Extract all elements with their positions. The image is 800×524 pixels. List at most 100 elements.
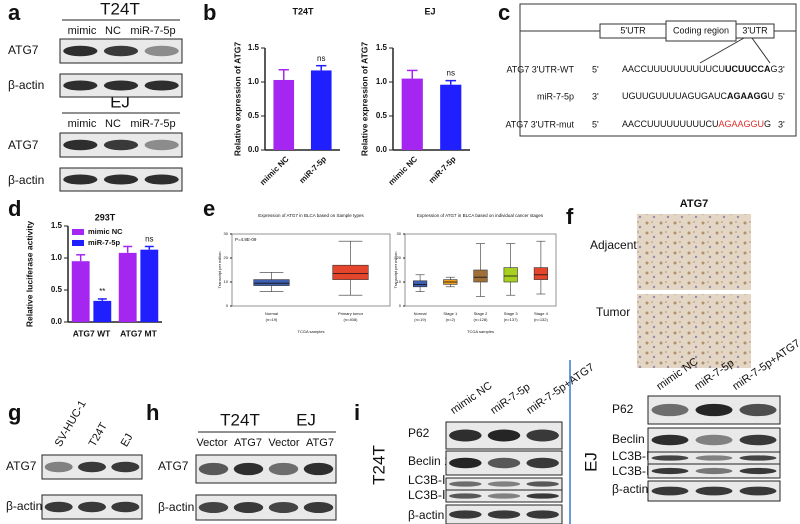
sequence: AACCUUUUUUUUUUCUUCUUCCAG — [622, 64, 778, 74]
tissue-image — [637, 294, 751, 368]
sequence-name: ATG7 3'UTR-WT — [506, 64, 574, 74]
band — [44, 461, 73, 473]
panel-letter: a — [8, 0, 21, 25]
lane-label: ATG7 — [234, 437, 262, 449]
sequence-end: 3' — [778, 119, 785, 129]
panel-letter: b — [203, 0, 216, 25]
band — [651, 486, 689, 496]
x-tick-count: (n=137) — [504, 317, 519, 322]
sequence: UGUUGUUUUAGUGAUCAGAAGGU — [622, 91, 774, 101]
band — [268, 462, 299, 476]
y-tick-label: 1.0 — [376, 77, 388, 86]
band — [63, 45, 98, 57]
lane-label: ATG7 — [306, 437, 334, 449]
chart-title: EJ — [424, 6, 435, 16]
lane-label: miR-7-5p — [489, 381, 533, 417]
legend-label: mimic NC — [88, 227, 123, 236]
y-tick-label: 1.5 — [51, 221, 63, 230]
box — [413, 280, 428, 288]
x-axis-label: TCGA samples — [298, 329, 325, 334]
sequence-name: miR-7-5p — [537, 91, 574, 101]
band — [103, 45, 139, 57]
row-label: β-actin — [8, 173, 44, 187]
panel-letter: d — [8, 196, 21, 221]
x-tick-label: miR-7-5p — [298, 154, 329, 185]
sequence-end: 3' — [778, 64, 785, 74]
lane-label: Vector — [196, 437, 228, 449]
chart-title: Expression of ATG7 in BLCA based on Samp… — [258, 213, 364, 218]
band — [233, 462, 264, 476]
row-label: P62 — [612, 402, 634, 416]
band — [103, 80, 139, 91]
lane-label: T24T — [87, 420, 110, 448]
band — [651, 467, 689, 475]
band — [233, 502, 264, 513]
x-tick-label: mimic NC — [258, 154, 291, 187]
panel-letter: g — [8, 400, 21, 425]
band — [695, 403, 733, 417]
band — [487, 429, 521, 442]
lane-label: NC — [105, 118, 121, 130]
x-tick-label: ATG7 MT — [120, 328, 157, 338]
y-tick-label: 0 — [226, 303, 229, 308]
x-tick-count: (n=19) — [266, 317, 278, 322]
lane-label: NC — [105, 25, 121, 37]
sequence-end: 5' — [592, 119, 599, 129]
x-tick-label: mimic NC — [387, 154, 420, 187]
mutated-site: AGAAGGU — [719, 119, 765, 129]
band — [144, 174, 179, 185]
band — [63, 139, 98, 151]
band — [78, 461, 106, 473]
chart-title: Expression of ATG7 in BLCA based on indi… — [417, 213, 544, 218]
lane-label: mimic — [68, 118, 97, 130]
box — [503, 267, 518, 283]
annotation: ns — [447, 69, 455, 78]
y-tick-label: 10 — [224, 279, 229, 284]
sequence-part: G — [771, 64, 778, 74]
y-axis-label: Relative expression of ATG7 — [232, 42, 242, 157]
row-label: Beclin 1 — [408, 454, 451, 468]
y-tick-label: 0.0 — [376, 145, 388, 154]
y-axis-label: Relative luciferase activity — [24, 221, 34, 328]
lane-label: SV-HUC-1 — [53, 398, 89, 448]
sequence-end: 3' — [592, 91, 599, 101]
lane-label: miR-7-5p+ATG7 — [525, 361, 597, 416]
legend-swatch — [72, 229, 84, 235]
bar — [273, 79, 295, 150]
band — [63, 174, 98, 185]
x-tick-label: Stage 1 — [443, 311, 458, 316]
band — [268, 502, 299, 513]
row-label: LC3B-Ⅰ — [408, 473, 446, 487]
lane-label: miR-7-5p — [130, 118, 175, 130]
annotation: ns — [145, 235, 153, 244]
box — [533, 267, 548, 280]
plot-frame — [404, 233, 557, 307]
seed-site: UCUUCCA — [725, 64, 771, 74]
zoom-line — [699, 37, 745, 64]
x-tick-count: (n=19) — [414, 317, 426, 322]
band — [739, 403, 777, 417]
y-tick-label: 0 — [399, 303, 402, 308]
band — [526, 493, 559, 499]
annotation: P=4.8E-09 — [235, 237, 257, 242]
band — [449, 457, 482, 469]
legend-swatch — [72, 240, 84, 246]
y-axis-label: Transcript per million — [217, 252, 222, 289]
cell-label: EJ — [581, 452, 600, 472]
panel-letter: i — [354, 400, 360, 425]
lane-label: miR-7-5p — [130, 25, 175, 37]
x-tick-count: (n=2) — [446, 317, 456, 322]
y-axis-label: Relative expression of ATG7 — [359, 42, 369, 157]
legend-label: miR-7-5p — [88, 238, 121, 247]
band — [695, 467, 733, 475]
bar — [310, 70, 332, 150]
band — [526, 481, 559, 487]
band — [526, 510, 559, 519]
y-tick-label: 0.5 — [51, 285, 63, 294]
x-tick-label: Normal — [265, 311, 278, 316]
bar — [118, 252, 137, 322]
x-axis-label: TCGA samples — [467, 329, 494, 334]
row-label: Beclin 1 — [612, 432, 655, 446]
x-tick-count: (n=408) — [344, 317, 359, 322]
y-tick-label: 1.5 — [376, 43, 388, 52]
